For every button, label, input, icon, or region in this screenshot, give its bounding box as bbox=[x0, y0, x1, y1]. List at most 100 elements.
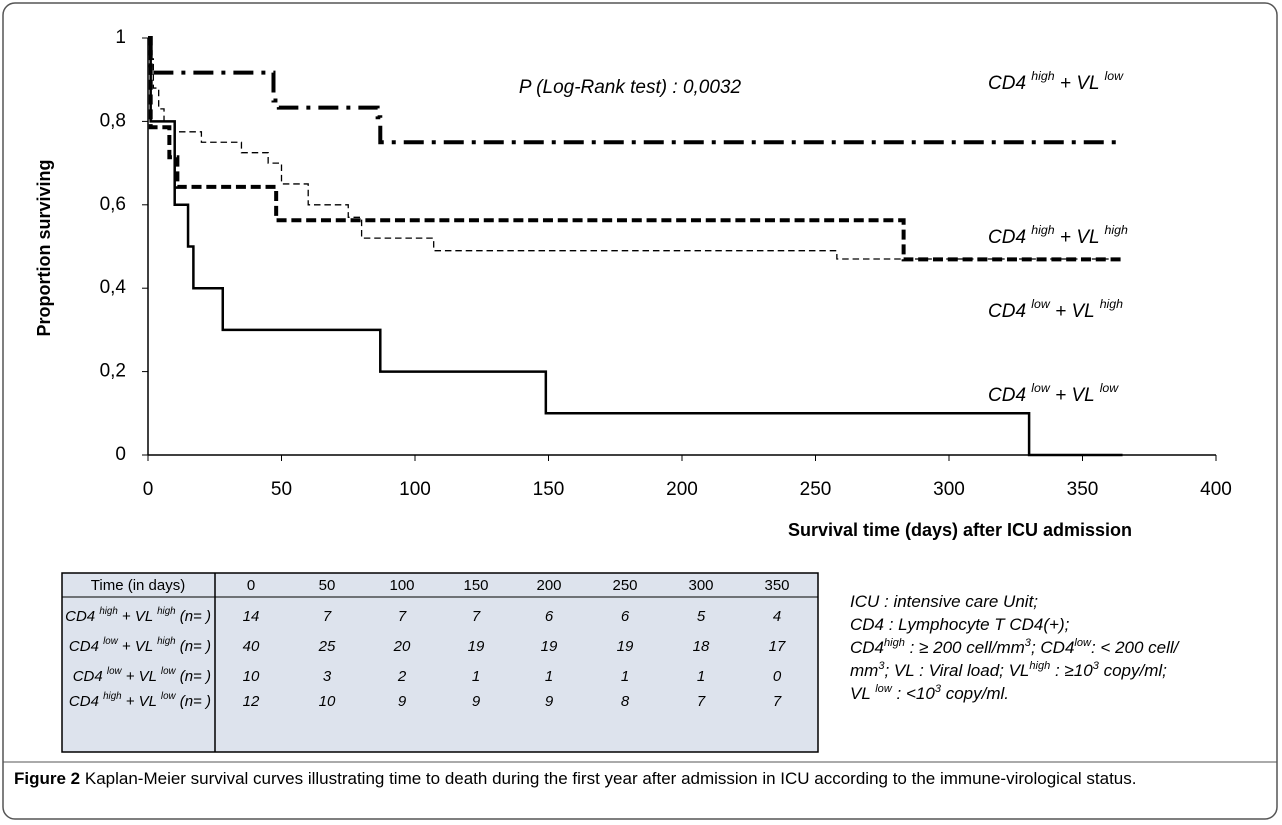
curve-label: CD4 low + VL low bbox=[988, 381, 1119, 406]
table-cell: 1 bbox=[472, 668, 480, 685]
row-label: CD4 low + VL high (n= ) bbox=[69, 636, 211, 655]
table-cell: 19 bbox=[468, 638, 485, 655]
table-cell: 12 bbox=[243, 693, 260, 710]
table-cell: 3 bbox=[323, 668, 332, 685]
table-cell: 14 bbox=[243, 608, 260, 625]
x-tick-label: 300 bbox=[933, 479, 965, 500]
table-cell: 25 bbox=[318, 638, 336, 655]
table-cell: 6 bbox=[545, 608, 554, 625]
note-run: ICU : intensive care Unit; bbox=[850, 592, 1038, 611]
table-header: 0 bbox=[247, 577, 255, 594]
table-cell: 1 bbox=[545, 668, 553, 685]
note-run: 3 bbox=[878, 660, 885, 672]
table-cell: 0 bbox=[773, 668, 782, 685]
table-cell: 40 bbox=[243, 638, 260, 655]
table-cell: 1 bbox=[697, 668, 705, 685]
table-cell: 2 bbox=[397, 668, 407, 685]
x-tick-label: 100 bbox=[399, 479, 431, 500]
table-cell: 9 bbox=[398, 693, 407, 710]
table-cell: 5 bbox=[697, 608, 706, 625]
x-tick-label: 400 bbox=[1200, 479, 1232, 500]
note-run: CD4 : Lymphocyte T CD4(+); bbox=[850, 615, 1070, 634]
note-run: copy/ml; bbox=[1099, 661, 1167, 680]
note-line: VL low : <103 copy/ml. bbox=[850, 683, 1009, 704]
note-run: : ≥10 bbox=[1050, 661, 1093, 680]
note-run: high bbox=[884, 637, 905, 649]
note-run: : <10 bbox=[892, 684, 936, 703]
note-run: 3 bbox=[1093, 660, 1100, 672]
y-tick-label: 0,6 bbox=[100, 194, 126, 215]
note-line: mm3; VL : Viral load; VLhigh : ≥103 copy… bbox=[850, 660, 1167, 681]
caption: Figure 2 Kaplan-Meier survival curves il… bbox=[14, 768, 1264, 790]
table-header: 200 bbox=[536, 577, 561, 594]
note-run: copy/ml. bbox=[941, 684, 1009, 703]
note-run: CD4 bbox=[850, 638, 884, 657]
survival-curve bbox=[148, 36, 1123, 262]
x-tick-label: 150 bbox=[533, 479, 565, 500]
y-axis-title: Proportion surviving bbox=[34, 159, 54, 336]
table-cell: 7 bbox=[323, 608, 332, 625]
table-header: 350 bbox=[764, 577, 789, 594]
note-run: high bbox=[1029, 660, 1050, 672]
y-tick-label: 1 bbox=[115, 27, 126, 48]
row-label: CD4 high + VL high (n= ) bbox=[65, 606, 211, 625]
survival-curve bbox=[148, 37, 1123, 260]
table-header: 250 bbox=[612, 577, 637, 594]
note-run: : ≥ 200 cell/mm bbox=[905, 638, 1025, 657]
table-cell: 9 bbox=[545, 693, 554, 710]
table-frame bbox=[61, 572, 819, 753]
survival-curve bbox=[148, 36, 1123, 457]
annotation: P (Log-Rank test) : 0,0032 bbox=[519, 77, 742, 98]
table-cell: 19 bbox=[617, 638, 634, 655]
y-tick-label: 0,8 bbox=[100, 110, 126, 131]
caption-text: Kaplan-Meier survival curves illustratin… bbox=[84, 769, 1137, 788]
x-tick-label: 250 bbox=[800, 479, 832, 500]
row-label: CD4 low + VL low (n= ) bbox=[73, 666, 211, 685]
table-cell: 19 bbox=[541, 638, 558, 655]
table-cell: 20 bbox=[393, 638, 411, 655]
table-header: 50 bbox=[319, 577, 336, 594]
note-run: : < 200 cell/ bbox=[1091, 638, 1181, 657]
y-tick-label: 0,2 bbox=[100, 361, 126, 382]
note-run: mm bbox=[850, 661, 878, 680]
table-cell: 1 bbox=[621, 668, 629, 685]
note-run: 3 bbox=[935, 683, 942, 695]
table-header: 100 bbox=[389, 577, 414, 594]
y-tick-label: 0 bbox=[115, 444, 126, 465]
table-cell: 8 bbox=[621, 693, 630, 710]
note-run: VL bbox=[850, 684, 875, 703]
note-run: ; VL : Viral load; VL bbox=[884, 661, 1029, 680]
x-axis-title: Survival time (days) after ICU admission bbox=[788, 520, 1132, 540]
table-cell: 10 bbox=[243, 668, 260, 685]
note-run: low bbox=[875, 683, 893, 695]
table-cell: 9 bbox=[472, 693, 481, 710]
table-cell: 17 bbox=[769, 638, 786, 655]
curve-label: CD4 high + VL low bbox=[988, 69, 1124, 94]
x-tick-label: 50 bbox=[271, 479, 292, 500]
y-tick-label: 0,4 bbox=[100, 277, 127, 298]
x-tick-label: 200 bbox=[666, 479, 698, 500]
table-header: Time (in days) bbox=[91, 577, 185, 594]
row-label: CD4 high + VL low (n= ) bbox=[69, 691, 211, 710]
table-header: 300 bbox=[688, 577, 713, 594]
note-line: CD4high : ≥ 200 cell/mm3; CD4low: < 200 … bbox=[850, 637, 1181, 658]
table-cell: 7 bbox=[472, 608, 481, 625]
table-cell: 7 bbox=[398, 608, 407, 625]
curve-label: CD4 low + VL high bbox=[988, 297, 1123, 322]
table-cell: 4 bbox=[773, 608, 781, 625]
note-run: 3 bbox=[1025, 637, 1032, 649]
table-cell: 7 bbox=[697, 693, 706, 710]
x-tick-label: 350 bbox=[1067, 479, 1099, 500]
table-cell: 10 bbox=[319, 693, 336, 710]
x-tick-label: 0 bbox=[143, 479, 154, 500]
table-header: 150 bbox=[463, 577, 488, 594]
note-line: ICU : intensive care Unit; bbox=[850, 592, 1038, 611]
table-cell: 6 bbox=[621, 608, 630, 625]
table-cell: 7 bbox=[773, 693, 782, 710]
caption-label: Figure 2 bbox=[14, 769, 81, 788]
note-line: CD4 : Lymphocyte T CD4(+); bbox=[850, 615, 1070, 634]
curve-label: CD4 high + VL high bbox=[988, 223, 1128, 248]
